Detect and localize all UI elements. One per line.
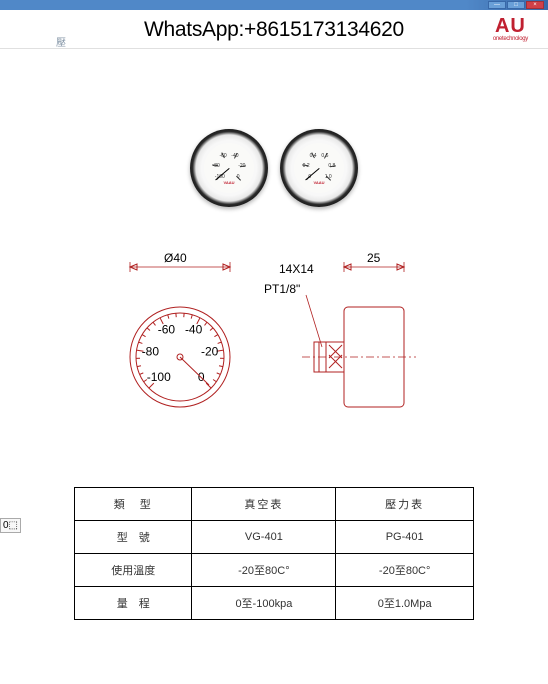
page-content: -100-80-60-40-200VAAU 00.20.40.60.81.0VA… bbox=[0, 49, 548, 640]
table-row: 量 程 0至-100kpa 0至1.0Mpa bbox=[75, 587, 474, 620]
gauge-photos: -100-80-60-40-200VAAU 00.20.40.60.81.0VA… bbox=[30, 129, 518, 207]
close-button[interactable]: × bbox=[526, 1, 544, 9]
svg-text:-100: -100 bbox=[147, 370, 171, 384]
cell: 0至1.0Mpa bbox=[336, 587, 474, 620]
edge-marker: 0⬚ bbox=[0, 518, 21, 533]
diagram-svg: Ø40 -100-80-60-40-200 14X14 PT1/8" 25 bbox=[104, 247, 444, 457]
row-label: 使用溫度 bbox=[75, 554, 192, 587]
col-vacuum: 真空表 bbox=[192, 488, 336, 521]
svg-text:-80: -80 bbox=[142, 344, 160, 358]
technical-diagram: Ø40 -100-80-60-40-200 14X14 PT1/8" 25 bbox=[30, 247, 518, 457]
svg-text:-40: -40 bbox=[185, 322, 203, 336]
brand-main-text: AU bbox=[495, 15, 526, 37]
maximize-button[interactable]: □ bbox=[507, 1, 525, 9]
pressure-gauge-photo: 00.20.40.60.81.0VAAU bbox=[280, 129, 358, 207]
window-controls: — □ × bbox=[488, 1, 544, 9]
col-pressure: 壓力表 bbox=[336, 488, 474, 521]
depth-label: 25 bbox=[367, 251, 381, 265]
row-label: 量 程 bbox=[75, 587, 192, 620]
table-header-row: 類 型 真空表 壓力表 bbox=[75, 488, 474, 521]
cell: PG-401 bbox=[336, 521, 474, 554]
conn-dim-label: 14X14 bbox=[279, 262, 314, 276]
diameter-label: Ø40 bbox=[164, 251, 187, 265]
brand-sub-text: onetechnology bbox=[493, 36, 528, 42]
header-bar: WhatsApp:+8615173134620 AU onetechnology… bbox=[0, 10, 548, 49]
cell: -20至80C° bbox=[336, 554, 474, 587]
cell: 0至-100kpa bbox=[192, 587, 336, 620]
row-label: 型 號 bbox=[75, 521, 192, 554]
svg-text:-20: -20 bbox=[201, 344, 219, 358]
brand-logo: AU onetechnology bbox=[493, 14, 528, 42]
cell: -20至80C° bbox=[192, 554, 336, 587]
table-row: 型 號 VG-401 PG-401 bbox=[75, 521, 474, 554]
whatsapp-contact: WhatsApp:+8615173134620 bbox=[144, 18, 404, 41]
window-titlebar: — □ × bbox=[0, 0, 548, 10]
conn-thread-label: PT1/8" bbox=[264, 282, 300, 296]
svg-text:-60: -60 bbox=[158, 322, 176, 336]
cell: VG-401 bbox=[192, 521, 336, 554]
spec-table: 類 型 真空表 壓力表 型 號 VG-401 PG-401 使用溫度 -20至8… bbox=[74, 487, 474, 620]
col-type: 類 型 bbox=[75, 488, 192, 521]
table-row: 使用溫度 -20至80C° -20至80C° bbox=[75, 554, 474, 587]
minimize-button[interactable]: — bbox=[488, 1, 506, 9]
vacuum-gauge-photo: -100-80-60-40-200VAAU bbox=[190, 129, 268, 207]
tab-label: 壓 bbox=[56, 34, 68, 49]
